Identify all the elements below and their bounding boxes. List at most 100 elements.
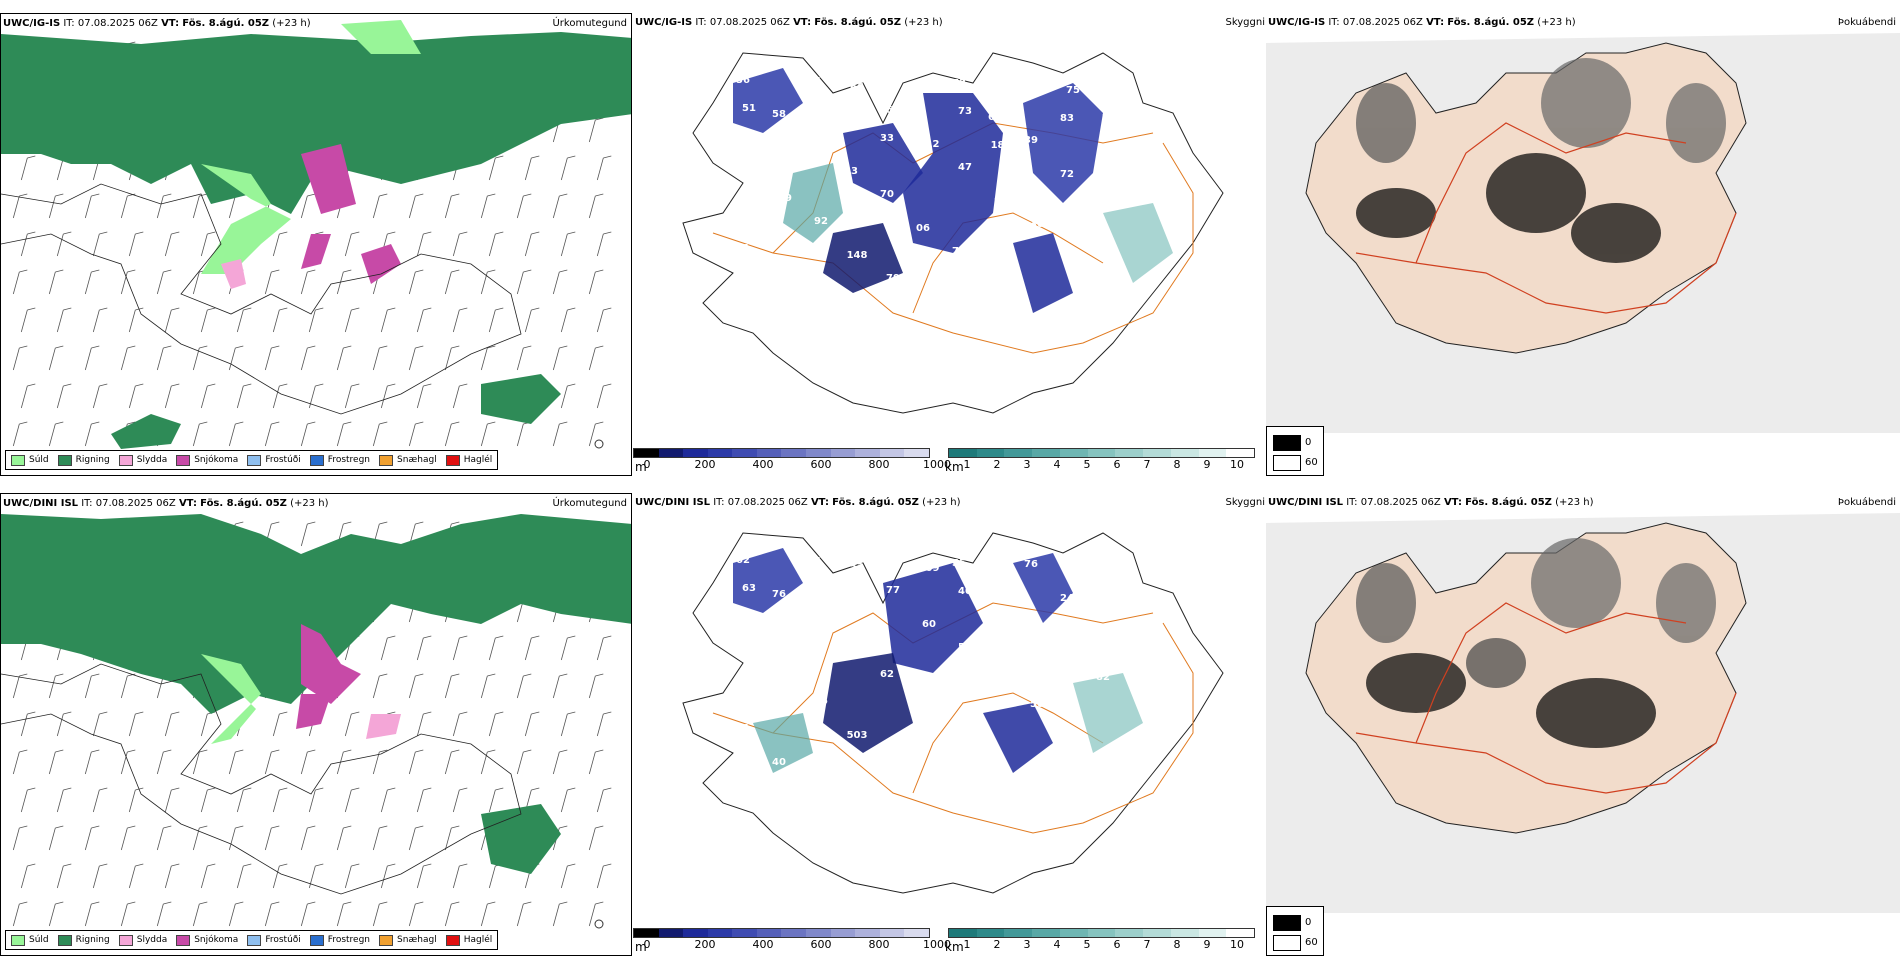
cloud-base-label: 56 xyxy=(1030,699,1044,710)
wind-barb xyxy=(524,635,540,661)
wind-barb xyxy=(128,863,144,889)
cloud-base-panel-row2: 62 53 55 68 76 77 46 59 45 60 21 93 58 50 47 53 62 81 82 85… xyxy=(633,493,1265,956)
cloud-base-label: 109 xyxy=(919,563,940,574)
cloud-base-label: 81 xyxy=(994,196,1008,207)
wind-barb xyxy=(336,269,352,295)
panel-type-label: Úrkomutegund xyxy=(552,498,627,509)
wind-barb xyxy=(20,231,36,257)
colorbar-segment xyxy=(806,929,831,937)
wind-barb xyxy=(120,193,136,219)
wind-barb xyxy=(408,345,424,371)
colorbar-tick-label: 600 xyxy=(810,458,832,471)
init-time: IT: 07.08.2025 06Z xyxy=(695,17,790,28)
legend-label: Slydda xyxy=(136,935,168,945)
legend-swatch xyxy=(445,934,460,946)
wind-barb xyxy=(156,345,172,371)
vt-label: VT: xyxy=(1426,17,1445,28)
legend-swatch xyxy=(11,934,25,946)
cloud-base-label: 56 xyxy=(1096,192,1110,203)
legend-item: Haglél xyxy=(445,934,492,946)
colorbar-segment xyxy=(879,929,905,937)
colorbar-tick-label: 200 xyxy=(694,938,716,951)
wind-barb xyxy=(84,901,100,927)
wind-barb xyxy=(516,345,532,371)
wind-barb xyxy=(200,307,216,333)
wind-barb xyxy=(516,193,532,219)
colorbar-segment xyxy=(949,929,977,937)
colorbar-tick-label: 5 xyxy=(1083,458,1091,471)
cloud-base-label: 50 xyxy=(988,280,1002,291)
cloud-base-label: 70 xyxy=(952,246,966,257)
wind-barb xyxy=(372,345,388,371)
colorbar-segment xyxy=(879,449,905,457)
wind-barb xyxy=(56,863,72,889)
legend-item: Rigning xyxy=(57,454,110,466)
fog-legend: 0 60 xyxy=(1266,426,1324,476)
colorbar-segment xyxy=(634,929,659,937)
colorbar-segment xyxy=(658,449,684,457)
wind-barb xyxy=(12,749,28,775)
lead-time: (+23 h) xyxy=(922,497,961,508)
wind-barb xyxy=(56,231,72,257)
wind-barb xyxy=(300,825,316,851)
wind-barb xyxy=(480,345,496,371)
wind-barb xyxy=(308,787,324,813)
wind-barb xyxy=(344,307,360,333)
cloud-base-label: 59 xyxy=(1102,588,1116,599)
legend-label: Frostúði xyxy=(265,455,301,465)
wind-barb xyxy=(552,673,568,699)
colorbar-tick-label: 7 xyxy=(1143,458,1151,471)
vt-label: VT: xyxy=(178,498,197,509)
colorbar-segment xyxy=(976,449,1005,457)
cloud-base-label: 73 xyxy=(958,106,972,117)
wind-barb xyxy=(416,711,432,737)
wind-barb xyxy=(236,863,252,889)
wind-barb xyxy=(128,711,144,737)
legend-label: Snjókoma xyxy=(194,935,239,945)
wind-barb xyxy=(344,383,360,409)
wind-barb xyxy=(308,383,324,409)
wind-barb xyxy=(192,825,208,851)
cloud-base-label: 33 xyxy=(880,133,894,144)
wind-barb xyxy=(48,345,64,371)
legend-label: Rigning xyxy=(75,455,110,465)
wind-barb xyxy=(264,901,280,927)
colorbar-segment xyxy=(806,449,831,457)
fog-map xyxy=(1266,513,1900,913)
wind-barb xyxy=(344,231,360,257)
wind-barb xyxy=(452,383,468,409)
wind-barb xyxy=(164,863,180,889)
wind-barb xyxy=(408,269,424,295)
colorbar-tick-label: 0 xyxy=(643,938,651,951)
colorbar-segment xyxy=(756,929,782,937)
colorbar-segment xyxy=(1198,929,1227,937)
cloud-base-label: 96 xyxy=(808,132,822,143)
cloud-base-label: 45 xyxy=(1066,733,1080,744)
colorbar-tick-label: 5 xyxy=(1083,938,1091,951)
wind-barb xyxy=(48,825,64,851)
colorbar-segment xyxy=(904,929,929,937)
wind-barb xyxy=(560,383,576,409)
cloud-base-label: 63 xyxy=(742,583,756,594)
colorbar-tick-label: 800 xyxy=(868,938,890,951)
colorbar-segment xyxy=(1115,449,1144,457)
colorbar-tick-label: 9 xyxy=(1203,938,1211,951)
legend-swatch xyxy=(247,934,262,946)
wind-barb xyxy=(164,231,180,257)
wind-barb xyxy=(380,863,396,889)
wind-barb xyxy=(452,307,468,333)
wind-barb xyxy=(12,825,28,851)
lead-time: (+23 h) xyxy=(272,18,311,29)
cloud-base-label: 76 xyxy=(772,589,786,600)
fog-legend-low-swatch xyxy=(1273,935,1301,951)
wind-barb xyxy=(200,383,216,409)
wind-barb xyxy=(156,901,172,927)
cloud-base-label: 85 xyxy=(814,696,828,707)
wind-barb xyxy=(300,345,316,371)
wind-barb xyxy=(480,901,496,927)
cloud-base-label: 61 xyxy=(736,723,750,734)
cloud-base-label: 77 xyxy=(886,585,900,596)
wind-barb xyxy=(372,825,388,851)
colorbar-segment xyxy=(830,929,856,937)
colorbar-unit: km xyxy=(945,940,964,954)
